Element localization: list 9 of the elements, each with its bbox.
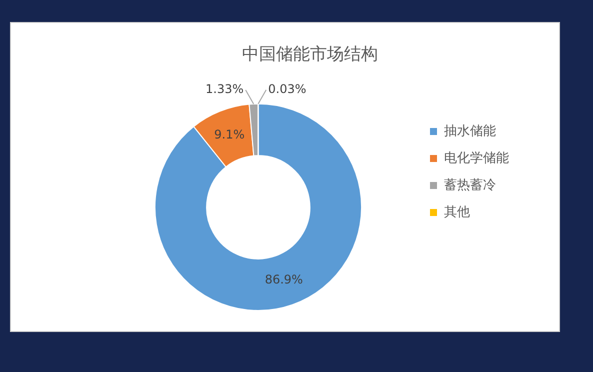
chart-title: 中国储能市场结构 xyxy=(242,44,378,65)
legend-label: 蓄热蓄冷 xyxy=(444,178,496,193)
data-label: 1.33% xyxy=(205,82,244,96)
legend-label: 电化学储能 xyxy=(444,150,509,166)
data-label: 0.03% xyxy=(268,82,306,96)
data-label: 9.1% xyxy=(214,127,245,142)
legend-label: 抽水储能 xyxy=(444,124,496,139)
legend-label: 其他 xyxy=(444,204,470,220)
data-label: 86.9% xyxy=(264,272,303,286)
